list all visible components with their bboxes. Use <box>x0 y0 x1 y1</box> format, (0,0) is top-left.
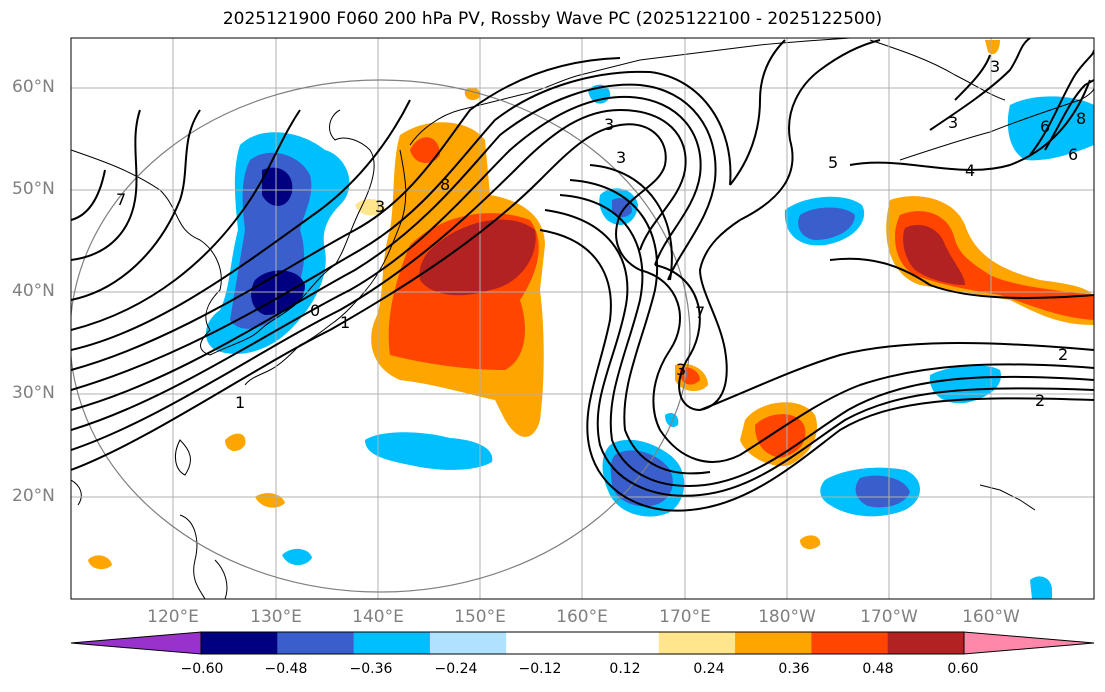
gridlines <box>71 38 1094 599</box>
lat-label: 60°N <box>12 77 55 97</box>
lat-label: 50°N <box>12 179 55 199</box>
lat-label: 20°N <box>12 486 55 506</box>
contour-label: 3 <box>616 148 626 167</box>
contour-label: 5 <box>828 153 838 172</box>
contour-label: 1 <box>340 313 350 332</box>
contour-label: 3 <box>375 197 385 216</box>
coastlines <box>71 38 1094 599</box>
colorbar-tick: −0.36 <box>349 661 393 677</box>
contour-label: 3 <box>604 115 614 134</box>
colorbar-tick: 0.12 <box>609 661 641 677</box>
lon-label: 160°E <box>556 607 608 627</box>
colorbar-tick: 0.60 <box>947 661 979 677</box>
contour-label: 6 <box>1068 145 1078 164</box>
map-title: 2025121900 F060 200 hPa PV, Rossby Wave … <box>222 9 883 29</box>
radius-circle <box>71 79 691 593</box>
contour-label: 3 <box>676 360 686 379</box>
contour-label: 2 <box>1058 345 1068 364</box>
lon-label: 120°E <box>147 607 199 627</box>
contour-label: 1 <box>235 393 245 412</box>
contour-label: 0 <box>310 301 320 320</box>
contour-label: 3 <box>948 113 958 132</box>
lat-label: 30°N <box>12 383 55 403</box>
lon-label: 160°W <box>962 607 1020 627</box>
contour-label: 8 <box>1076 109 1086 128</box>
lon-label: 140°E <box>352 607 404 627</box>
lon-label: 150°E <box>454 607 506 627</box>
contour-label: 6 <box>1040 117 1050 136</box>
lon-label: 170°W <box>860 607 918 627</box>
colorbar-tick: −0.48 <box>264 661 308 677</box>
contour-label: 7 <box>695 303 705 322</box>
lon-label: 130°E <box>250 607 302 627</box>
colorbar-tick: −0.60 <box>180 661 224 677</box>
contour-label: 3 <box>990 57 1000 76</box>
lon-label: 180°W <box>758 607 816 627</box>
contour-label: 2 <box>1035 391 1045 410</box>
contour-label: 4 <box>965 161 975 180</box>
colorbar-tick: 0.48 <box>862 661 894 677</box>
pv-contours <box>71 38 1094 512</box>
contour-label: 7 <box>116 190 126 209</box>
contour-label: 8 <box>440 175 450 194</box>
lon-label: 170°E <box>659 607 711 627</box>
colorbar-tick: 0.24 <box>693 661 725 677</box>
map-frame <box>70 37 1095 600</box>
lat-label: 40°N <box>12 281 55 301</box>
colorbar-tick: −0.12 <box>518 661 562 677</box>
colorbar-tick: 0.36 <box>778 661 810 677</box>
colorbar-tick: −0.24 <box>434 661 478 677</box>
contour-labels: 3 3 4 5 6 7 8 1 0 1 2 3 7 3 2 3 3 6 8 <box>116 57 1086 412</box>
